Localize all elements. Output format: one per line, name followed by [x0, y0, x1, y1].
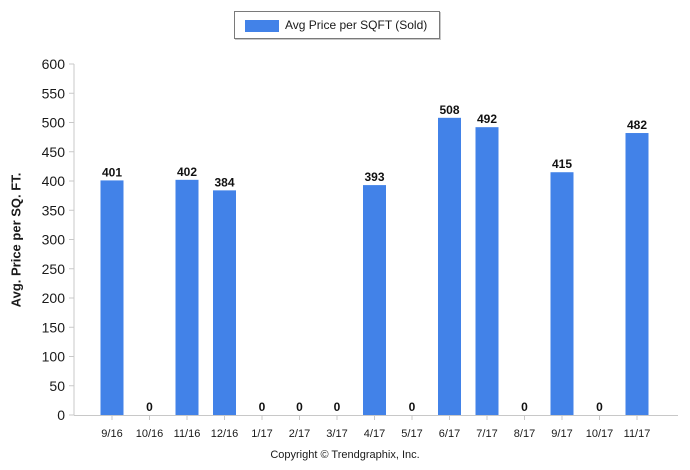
data-label: 0 — [409, 400, 416, 414]
y-tick-label: 500 — [42, 115, 66, 131]
data-label: 0 — [296, 400, 303, 414]
y-axis-title: Avg. Price per SQ. FT. — [8, 172, 24, 308]
x-tick-label: 2/17 — [289, 428, 310, 440]
chart-legend: Avg Price per SQFT (Sold) — [234, 11, 440, 39]
y-tick-label: 50 — [49, 378, 65, 394]
y-tick-label: 450 — [42, 144, 66, 160]
x-tick-label: 11/16 — [174, 428, 201, 440]
x-tick-label: 11/17 — [624, 428, 651, 440]
y-tick-label: 100 — [42, 349, 66, 365]
data-label: 482 — [627, 118, 647, 132]
x-tick-label: 9/17 — [551, 428, 572, 440]
bar — [363, 185, 386, 415]
data-label: 0 — [334, 400, 341, 414]
bar — [175, 179, 199, 415]
x-tick-label: 8/17 — [514, 428, 535, 440]
bar — [100, 180, 124, 415]
y-tick-label: 200 — [42, 290, 66, 306]
data-label: 0 — [596, 400, 603, 414]
x-tick-label: 4/17 — [364, 428, 385, 440]
chart-labels: 0 50 100 150 200 250 300 350 400 450 500 550 600 401 9… — [42, 56, 651, 440]
x-tick-label: 1/17 — [251, 428, 272, 440]
data-label: 402 — [177, 165, 197, 179]
y-tick-label: 150 — [42, 319, 66, 335]
x-tick-label: 9/16 — [101, 428, 122, 440]
legend-label: Avg Price per SQFT (Sold) — [285, 18, 428, 32]
data-label: 393 — [364, 170, 384, 184]
x-tick-label: 12/16 — [211, 428, 239, 440]
y-tick-label: 250 — [42, 261, 66, 277]
data-label: 415 — [552, 157, 572, 171]
data-label: 0 — [259, 400, 266, 414]
y-tick-label: 0 — [57, 407, 65, 423]
chart-bars — [100, 117, 649, 416]
x-tick-label: 3/17 — [326, 428, 347, 440]
y-tick-label: 300 — [42, 232, 66, 248]
x-tick-label: 10/17 — [586, 428, 614, 440]
bar — [475, 127, 499, 416]
bar — [625, 133, 649, 415]
x-tick-label: 5/17 — [401, 428, 422, 440]
x-tick-label: 10/16 — [136, 428, 164, 440]
chart-axes — [69, 63, 678, 420]
bar — [213, 190, 236, 415]
y-tick-label: 400 — [42, 173, 66, 189]
data-label: 384 — [214, 175, 234, 189]
legend-swatch — [245, 20, 279, 32]
x-tick-label: 7/17 — [476, 428, 497, 440]
data-label: 0 — [521, 400, 528, 414]
y-tick-label: 350 — [42, 202, 66, 218]
data-label: 508 — [439, 103, 459, 117]
data-label: 492 — [477, 112, 497, 126]
copyright-footer: Copyright © Trendgraphix, Inc. — [270, 449, 420, 461]
bar — [438, 117, 461, 415]
x-tick-label: 6/17 — [439, 428, 460, 440]
data-label: 401 — [102, 165, 122, 179]
data-label: 0 — [146, 400, 153, 414]
y-tick-label: 600 — [42, 56, 66, 72]
y-tick-label: 550 — [42, 85, 66, 101]
bar — [550, 172, 574, 415]
